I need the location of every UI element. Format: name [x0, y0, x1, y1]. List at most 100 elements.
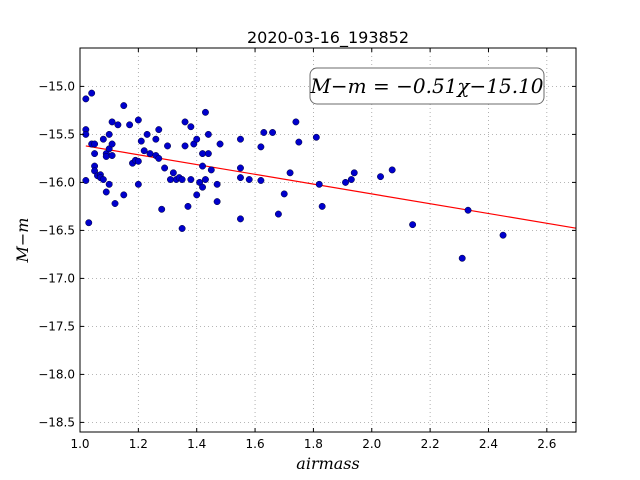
x-axis-label: airmass [296, 454, 359, 473]
data-point [152, 135, 160, 143]
data-point [143, 130, 151, 138]
data-point [202, 176, 209, 183]
data-point [257, 177, 265, 184]
data-point [155, 154, 163, 162]
data-point [178, 176, 186, 183]
x-tick-label: 2.2 [421, 437, 440, 451]
data-point [245, 176, 253, 183]
x-tick-label: 1.0 [70, 437, 89, 451]
data-point [181, 118, 189, 126]
data-point [458, 254, 466, 262]
y-tick-label: −18.0 [38, 367, 75, 381]
data-point [120, 191, 128, 199]
data-point [286, 169, 294, 177]
grid-layer [79, 48, 576, 432]
axis-ticks: 1.0 1.2 1.4 1.6 1.8 2.0 2.2 2.4 2.6 −15.0 −15.5 −16… [38, 48, 576, 451]
y-tick-label: −16.5 [38, 223, 75, 237]
data-point [166, 176, 174, 183]
data-point [269, 129, 277, 136]
data-point [213, 198, 221, 206]
data-point [377, 173, 384, 181]
data-point [193, 135, 201, 143]
data-point [464, 206, 472, 214]
data-point [91, 140, 99, 148]
data-point [187, 123, 195, 131]
data-point [120, 102, 128, 110]
x-tick-label: 1.4 [187, 437, 206, 451]
data-point [164, 142, 171, 150]
data-point [204, 130, 212, 138]
data-point [88, 89, 96, 97]
data-point [126, 121, 134, 129]
data-point [237, 174, 244, 182]
data-point [199, 183, 206, 191]
fit-line [85, 145, 577, 229]
data-point [292, 118, 300, 126]
data-point [312, 133, 320, 141]
data-point [199, 150, 206, 158]
data-point [237, 135, 244, 143]
data-point [146, 150, 154, 158]
data-point [184, 202, 192, 210]
x-tick-label: 2.6 [537, 437, 556, 451]
y-tick-label: −15.5 [38, 127, 75, 141]
chart-title: 2020-03-16_193852 [247, 28, 409, 48]
data-point [137, 137, 145, 145]
data-point [108, 118, 116, 126]
data-point [193, 191, 201, 199]
data-point [111, 200, 119, 207]
data-point [114, 121, 122, 129]
equation-annotation: M−m = −0.51χ−15.10 [309, 67, 545, 105]
data-point [169, 169, 177, 177]
data-point [140, 147, 148, 155]
x-tick-label: 1.8 [304, 437, 323, 451]
data-point [274, 210, 282, 218]
x-tick-label: 2.4 [479, 437, 498, 451]
y-tick-label: −15.0 [38, 79, 75, 93]
y-axis-label: M−m [13, 218, 32, 264]
data-points [82, 89, 507, 262]
data-point [99, 135, 107, 143]
data-point [342, 178, 349, 186]
equation-box [309, 67, 545, 105]
data-point [161, 164, 169, 172]
y-tick-label: −18.5 [38, 415, 75, 429]
data-point [409, 221, 417, 229]
data-point [350, 169, 358, 177]
equation-text: M−m = −0.51χ−15.10 [309, 74, 543, 98]
data-point [388, 166, 396, 174]
data-point [280, 190, 288, 198]
data-point [499, 231, 507, 239]
data-point [134, 157, 142, 165]
data-point [82, 95, 90, 103]
data-point [315, 180, 323, 188]
data-point [99, 176, 107, 183]
data-point [105, 180, 113, 188]
data-point [213, 180, 221, 188]
data-point [260, 129, 268, 136]
data-point [85, 219, 93, 227]
data-point [187, 176, 195, 183]
data-point [108, 140, 116, 148]
data-point [102, 153, 110, 160]
fit-line-layer [85, 145, 577, 229]
data-point [202, 108, 209, 116]
data-point [134, 116, 142, 124]
x-tick-label: 1.6 [246, 437, 265, 451]
data-point [237, 215, 244, 223]
data-point [199, 162, 206, 170]
data-point [82, 177, 90, 184]
y-tick-label: −16.0 [38, 175, 75, 189]
x-tick-label: 1.2 [129, 437, 148, 451]
data-point [158, 205, 166, 213]
data-point [105, 130, 113, 138]
data-point [102, 188, 110, 196]
data-point [347, 176, 355, 183]
data-point [318, 202, 326, 210]
y-tick-label: −17.0 [38, 271, 75, 285]
data-point [204, 150, 212, 158]
x-tick-label: 2.0 [362, 437, 381, 451]
data-point [134, 180, 142, 188]
data-point [295, 138, 303, 146]
